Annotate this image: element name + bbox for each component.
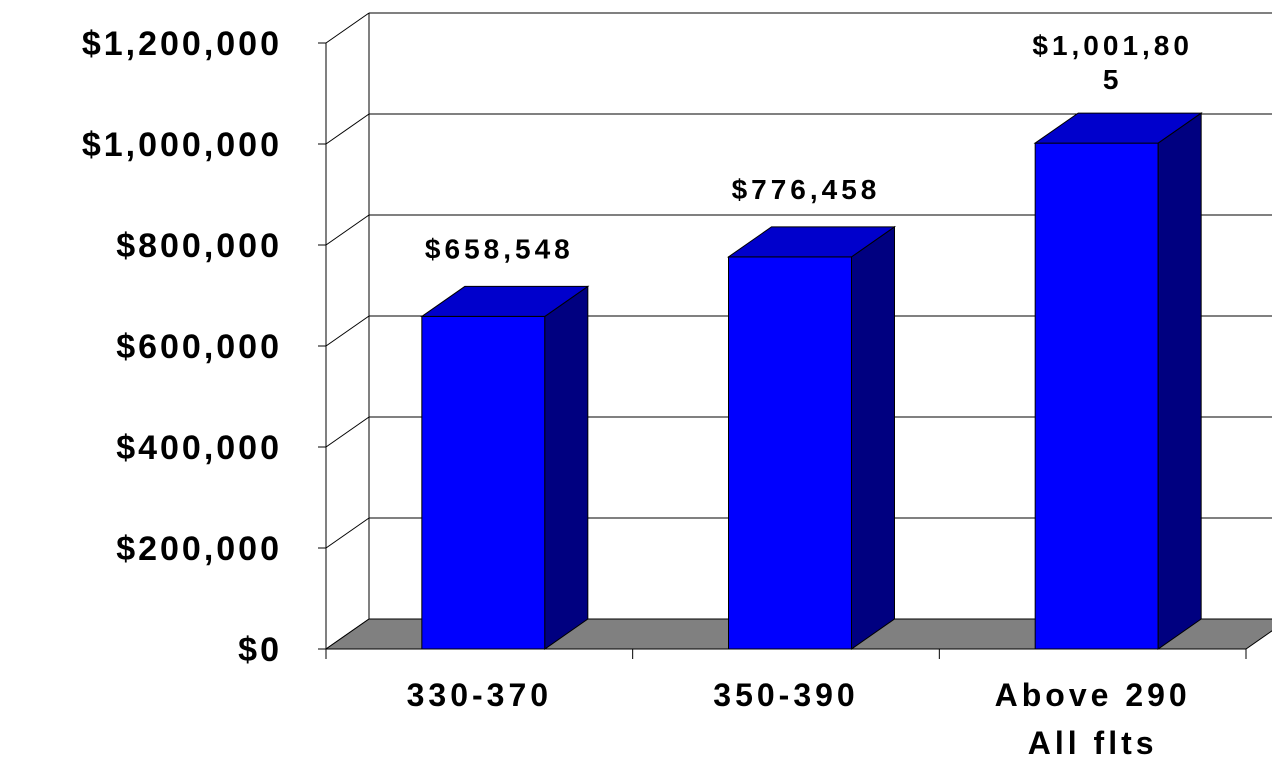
- side-wall-gridline: [325, 416, 370, 448]
- side-wall-gridline: [325, 12, 370, 44]
- side-wall-gridline: [325, 315, 370, 347]
- bar-top: [1033, 112, 1203, 144]
- data-label: $1,001,80 5: [1032, 30, 1193, 95]
- y-tick-label: $1,200,000: [82, 25, 282, 63]
- data-label: $776,458: [732, 174, 881, 205]
- y-tick-label: $0: [238, 631, 282, 669]
- bar-front: [421, 315, 546, 650]
- x-tick-label: 330-370: [407, 677, 552, 713]
- bar-side: [544, 285, 589, 650]
- y-tick-label: $1,000,000: [82, 126, 282, 164]
- x-tick-label: 350-390: [713, 677, 858, 713]
- side-wall-gridline: [325, 517, 370, 549]
- y-tick-label: $200,000: [116, 530, 282, 568]
- y-tick-label: $600,000: [116, 328, 282, 366]
- y-tick-label: $800,000: [116, 227, 282, 265]
- bar-side: [851, 225, 895, 650]
- bar-top: [726, 226, 897, 258]
- x-tick-label: Above 290 All flts: [995, 677, 1191, 760]
- y-tick-label: $400,000: [116, 429, 282, 467]
- bar-front: [1034, 142, 1159, 650]
- data-label: $658,548: [425, 233, 574, 264]
- bar-top: [420, 285, 590, 317]
- side-wall-gridline: [325, 214, 370, 246]
- side-wall-gridline: [325, 113, 370, 145]
- bar-side: [1157, 112, 1202, 650]
- bar-front: [728, 256, 852, 650]
